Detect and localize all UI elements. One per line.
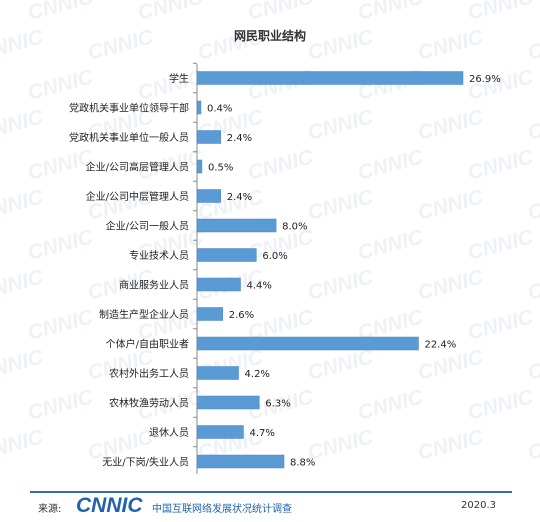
- source-label: 来源:: [38, 504, 62, 515]
- bar: [196, 159, 203, 174]
- value-label: 8.0%: [282, 222, 307, 233]
- watermark-text: CNNIC: [525, 25, 540, 65]
- bars-layer: 学生 26.9% 党政机关事业单位领导干部 0.4% 党政机关事业单位一般人员 2.4% 企…: [69, 62, 501, 469]
- watermark-text: CNNIC: [135, 0, 206, 25]
- cnnic-logo: CNNIC: [76, 494, 143, 517]
- watermark-text: CNNIC: [465, 385, 536, 425]
- watermark-text: CNNIC: [25, 305, 96, 345]
- watermark-text: CNNIC: [525, 425, 540, 465]
- value-label: 0.5%: [208, 163, 233, 174]
- watermark-text: CNNIC: [0, 425, 46, 465]
- bar: [196, 248, 257, 262]
- watermark-text: CNNIC: [135, 65, 206, 105]
- bar: [196, 454, 285, 469]
- watermark-text: CNNIC: [0, 25, 46, 65]
- report-name: 中国互联网络发展状况统计调查: [152, 504, 292, 515]
- watermark-text: CNNIC: [0, 105, 46, 145]
- value-label: 2.4%: [227, 192, 252, 203]
- watermark-text: CNNIC: [415, 265, 486, 305]
- watermark-text: CNNIC: [525, 105, 540, 145]
- watermark-text: CNNIC: [0, 265, 46, 305]
- bar: [196, 307, 223, 321]
- category-label: 农村外出务工人员: [109, 367, 189, 380]
- watermark-text: CNNIC: [525, 185, 540, 225]
- watermark-text: CNNIC: [465, 225, 536, 265]
- watermark-text: CNNIC: [465, 65, 536, 105]
- watermark-text: CNNIC: [355, 385, 426, 425]
- bar: [196, 218, 277, 233]
- watermark-text: CNNIC: [355, 145, 426, 185]
- chart-title: 网民职业结构: [234, 28, 306, 43]
- category-label: 党政机关事业单位一般人员: [69, 131, 189, 144]
- watermark-text: CNNIC: [525, 265, 540, 305]
- value-label: 4.7%: [249, 428, 274, 439]
- category-label: 制造生产型企业人员: [99, 308, 189, 321]
- category-label: 农林牧渔劳动人员: [109, 397, 189, 410]
- watermark-text: CNNIC: [355, 0, 426, 25]
- watermark-text: CNNIC: [25, 65, 96, 105]
- value-label: 22.4%: [425, 340, 457, 351]
- value-label: 0.4%: [207, 104, 232, 115]
- watermark-text: CNNIC: [415, 185, 486, 225]
- watermark-text: CNNIC: [415, 345, 486, 385]
- watermark-text: CNNIC: [305, 105, 376, 145]
- bar: [196, 100, 202, 115]
- value-label: 2.4%: [227, 133, 252, 144]
- value-label: 2.6%: [229, 310, 254, 321]
- watermark-text: CNNIC: [415, 25, 486, 65]
- watermark-text: CNNIC: [525, 345, 540, 385]
- report-date: 2020.3: [461, 500, 496, 511]
- watermark-text: CNNIC: [25, 385, 96, 425]
- watermark-text: CNNIC: [305, 265, 376, 305]
- watermark-text: CNNIC: [245, 0, 316, 25]
- bar: [196, 425, 244, 439]
- watermark-text: CNNIC: [415, 425, 486, 465]
- value-label: 6.0%: [262, 251, 287, 262]
- watermark-text: CNNIC: [25, 0, 96, 25]
- category-label: 退休人员: [149, 427, 189, 439]
- watermark-text: CNNIC: [355, 225, 426, 265]
- category-label: 无业/下岗/失业人员: [102, 456, 189, 469]
- watermark-text: CNNIC: [465, 305, 536, 345]
- watermark-text: CNNIC: [465, 145, 536, 185]
- bar: [196, 277, 241, 292]
- value-label: 8.8%: [290, 458, 315, 469]
- value-label: 4.2%: [245, 369, 270, 380]
- watermark-text: CNNIC: [305, 25, 376, 65]
- watermark-text: CNNIC: [355, 65, 426, 105]
- watermark-text: CNNIC: [305, 425, 376, 465]
- bar: [196, 189, 221, 203]
- category-label: 商业服务业人员: [119, 279, 189, 292]
- category-label: 党政机关事业单位领导干部: [69, 102, 189, 115]
- watermark-text: CNNIC: [465, 0, 536, 25]
- watermark-text: CNNIC: [305, 345, 376, 385]
- category-label: 企业/公司一般人员: [106, 220, 189, 233]
- category-label: 个体户/自由职业者: [106, 338, 189, 351]
- watermark-text: CNNIC: [25, 225, 96, 265]
- value-label: 4.4%: [247, 281, 272, 292]
- bar: [196, 130, 221, 144]
- bar: [196, 366, 239, 380]
- watermark-text: CNNIC: [245, 65, 316, 105]
- value-label: 6.3%: [265, 399, 290, 410]
- watermark-text: CNNIC: [0, 185, 46, 225]
- watermark-text: CNNIC: [245, 145, 316, 185]
- watermark-text: CNNIC: [415, 105, 486, 145]
- bar: [196, 71, 464, 85]
- category-label: 企业/公司中层管理人员: [86, 190, 189, 203]
- bar: [196, 395, 260, 410]
- category-label: 专业技术人员: [129, 249, 189, 262]
- watermark-text: CNNIC: [85, 25, 156, 65]
- bar: [196, 336, 419, 351]
- category-label: 学生: [169, 72, 189, 85]
- footer: 来源: CNNIC 中国互联网络发展状况统计调查 2020.3: [0, 486, 540, 522]
- value-label: 26.9%: [469, 74, 501, 85]
- watermark-text: CNNIC: [0, 345, 46, 385]
- watermark-text: CNNIC: [305, 185, 376, 225]
- footer-divider: [30, 491, 512, 493]
- category-label: 企业/公司高层管理人员: [86, 161, 189, 174]
